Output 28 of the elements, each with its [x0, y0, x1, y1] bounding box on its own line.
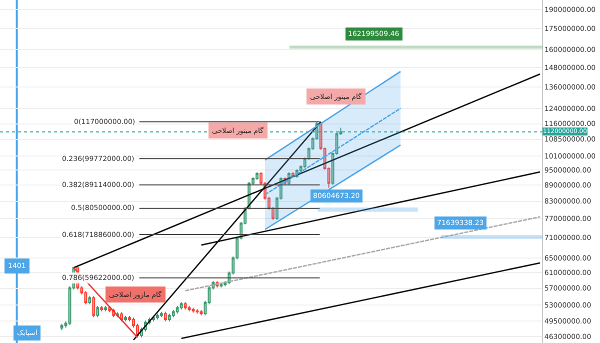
- candlestick: [92, 296, 96, 318]
- candlestick: [236, 236, 239, 260]
- candlestick: [260, 172, 263, 186]
- candlestick: [128, 315, 131, 322]
- candlestick: [88, 296, 92, 305]
- candlestick: [160, 311, 163, 318]
- candlestick: [96, 305, 100, 318]
- candlestick: [100, 305, 104, 312]
- candlestick: [132, 317, 135, 328]
- candlestick: [80, 286, 84, 295]
- candlestick: [188, 305, 191, 312]
- candlestick: [196, 308, 199, 314]
- candlestick: [104, 305, 108, 312]
- candlestick: [232, 256, 235, 275]
- candlestick: [84, 290, 88, 305]
- candlestick: [164, 311, 167, 322]
- candlestick: [168, 313, 171, 322]
- candlestick: [180, 302, 183, 310]
- candlestick: [184, 302, 187, 310]
- candlestick: [200, 309, 203, 316]
- candlestick: [252, 176, 255, 186]
- candlestick: [256, 172, 259, 180]
- candlestick: [124, 315, 128, 322]
- candlestick: [176, 305, 179, 314]
- candlestick: [156, 313, 159, 320]
- candlestick: [172, 309, 175, 318]
- candlestick: [192, 307, 195, 314]
- candlestick: [60, 323, 64, 330]
